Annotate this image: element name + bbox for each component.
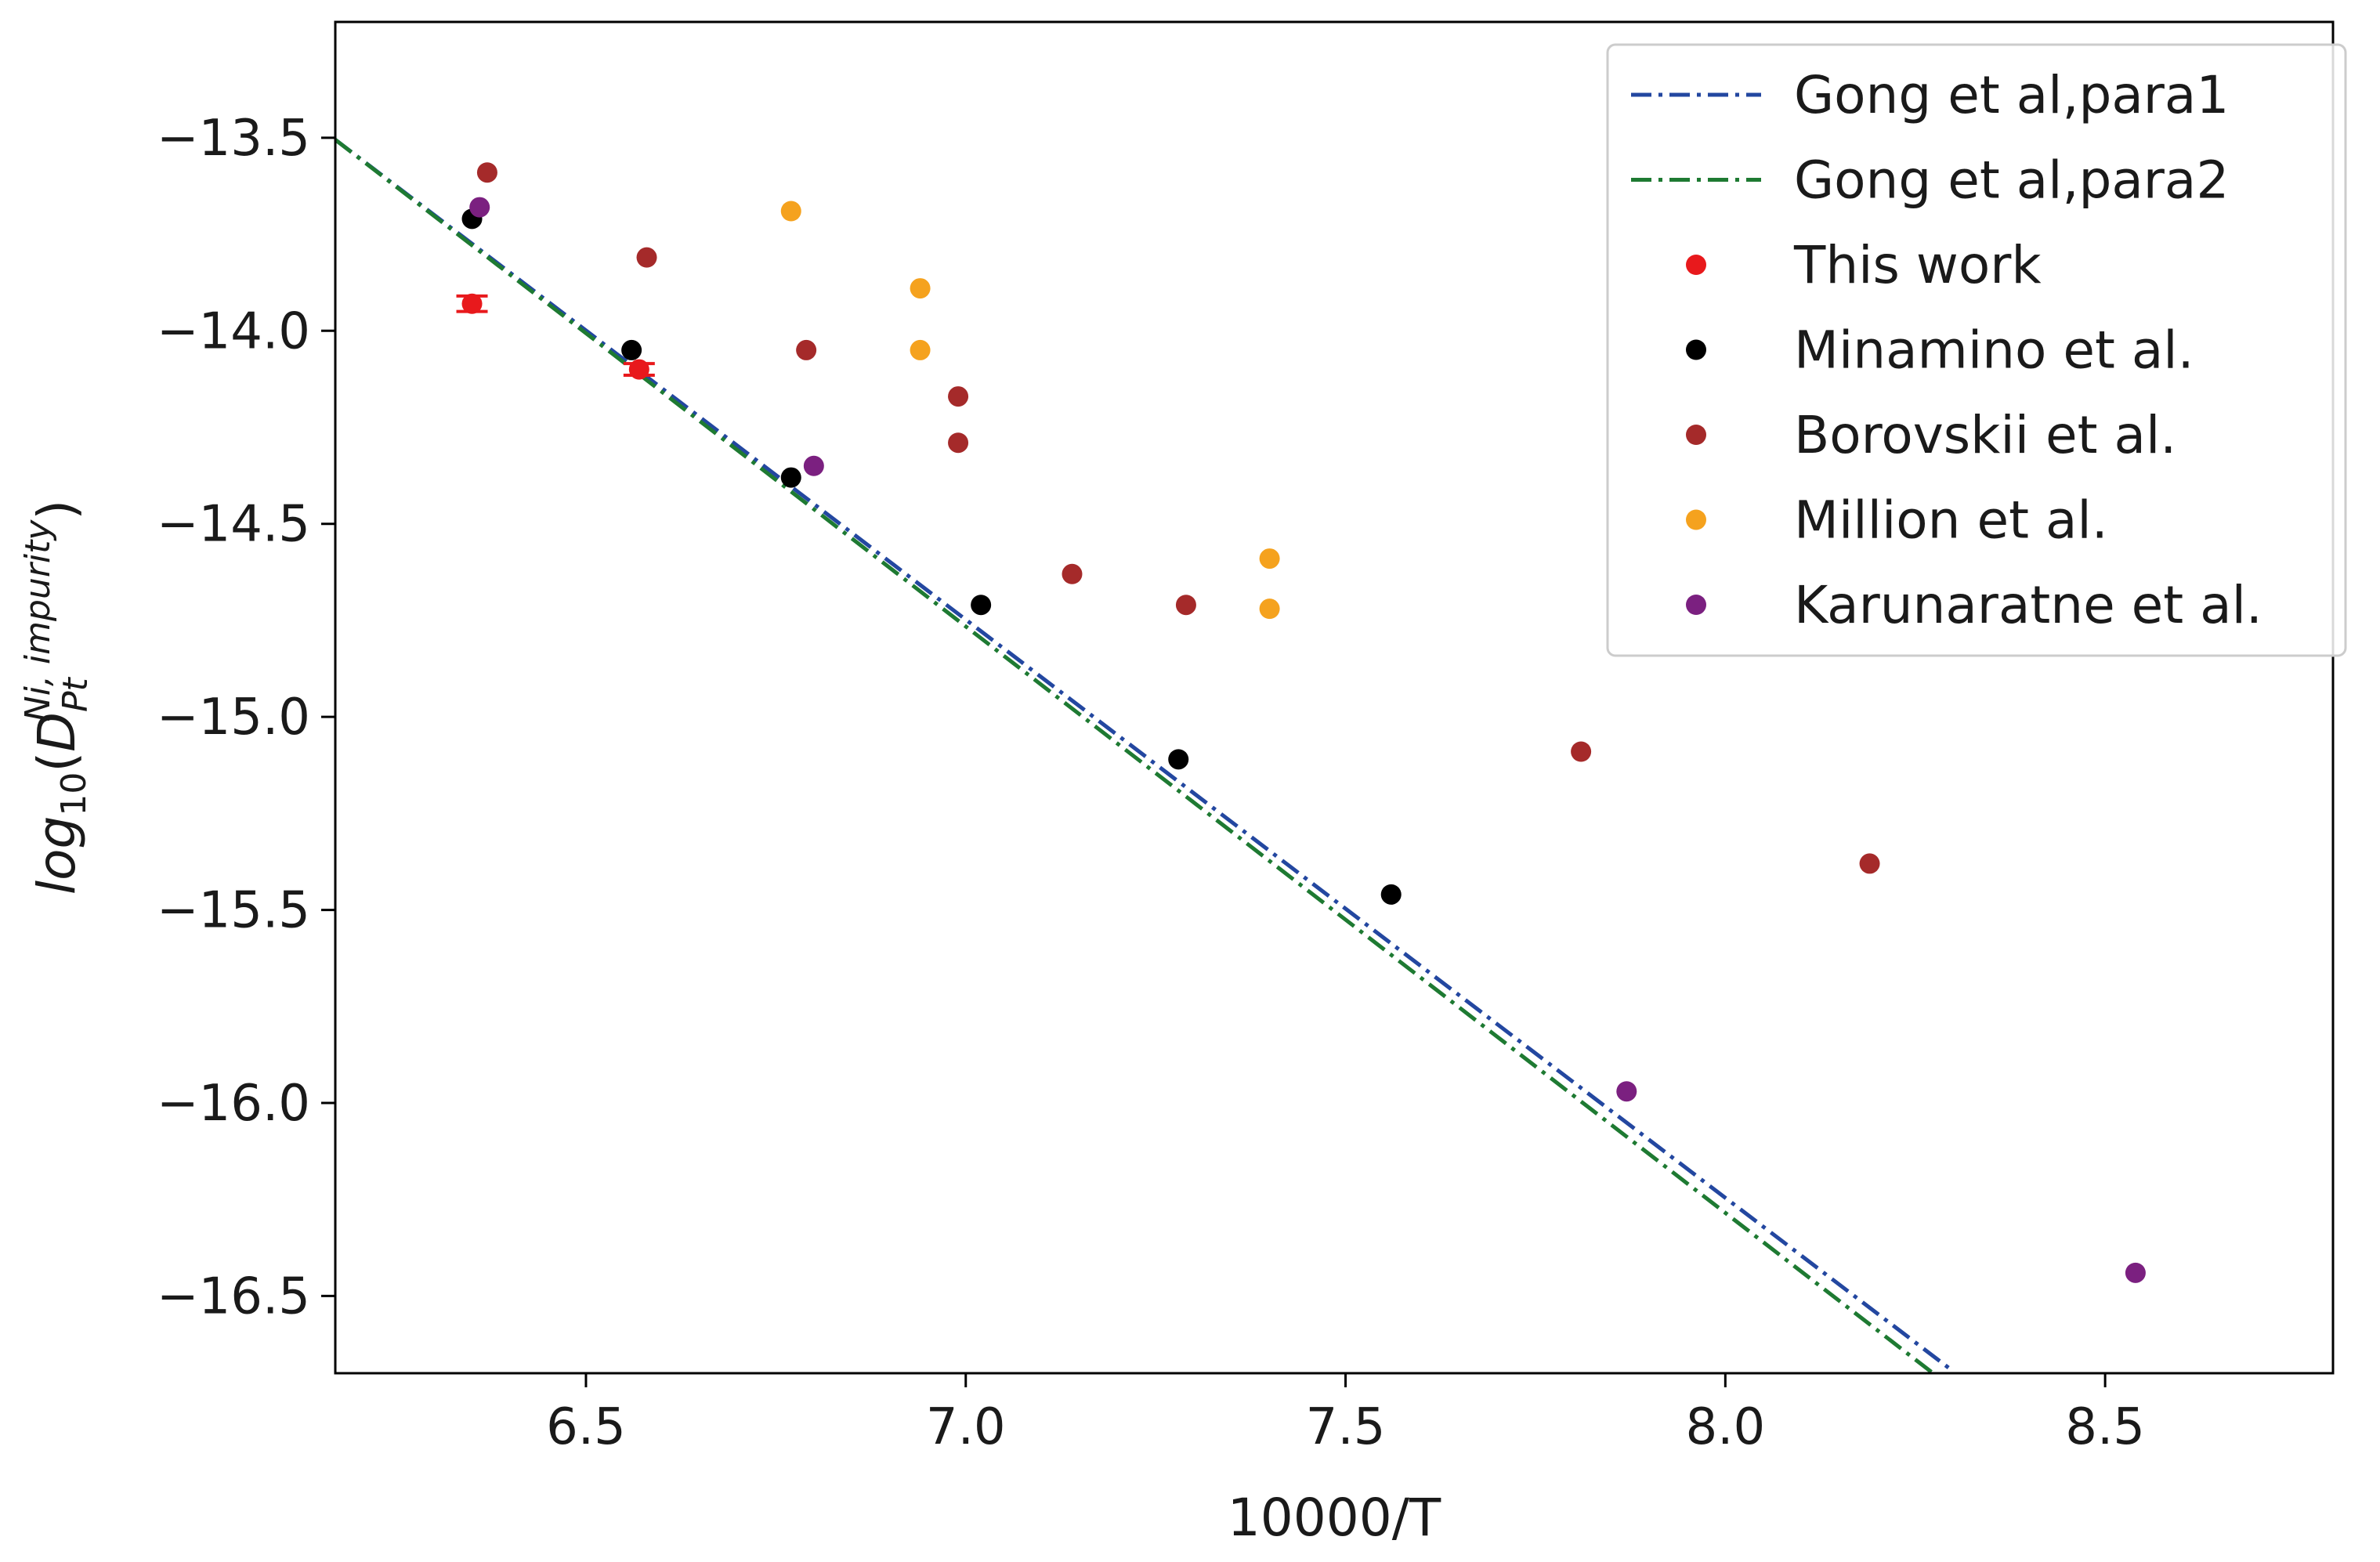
legend-marker-borovskii-et-al (1686, 425, 1706, 445)
borovskii-et-al-point (1062, 563, 1083, 584)
legend-label-this-work: This work (1793, 235, 2042, 295)
borovskii-et-al-point (948, 386, 969, 407)
legend-label-minamino-et-al: Minamino et al. (1794, 320, 2194, 381)
y-tick-label: −16.5 (157, 1267, 310, 1325)
karunaratne-et-al-point (1616, 1081, 1637, 1102)
legend-marker-million-et-al (1686, 509, 1706, 530)
minamino-et-al-point (971, 595, 992, 616)
y-tick-label: −15.5 (157, 882, 310, 940)
ticks-layer: 6.5 7.0 7.5 8.0 8.5 −13.5 −14.0 −14.5 −15.0 −15.5… (157, 110, 2145, 1456)
this-work-point (461, 293, 483, 314)
plot-frame (334, 20, 2335, 1375)
legend-marker-this-work (1686, 255, 1706, 275)
y-axis-label: log10(DPtNi, impurity) (18, 500, 96, 895)
y-tick-label: −14.0 (157, 302, 310, 360)
legend-box (1606, 43, 2347, 657)
x-tick-label: 7.5 (1306, 1398, 1386, 1456)
line-gong-et-al-para2 (335, 138, 1937, 1373)
legend-label-borovskii-et-al: Borovskii et al. (1794, 405, 2176, 465)
y-label-base: log (27, 816, 87, 895)
million-et-al-point (1259, 598, 1280, 620)
legend-marker-karunaratne-et-al (1686, 595, 1706, 615)
this-work-point (628, 359, 649, 380)
line-gong-et-al-para1 (335, 138, 1955, 1373)
legend-label-gong-et-al-para2: Gong et al,para2 (1794, 150, 2229, 211)
y-label-close: ) (27, 500, 87, 520)
x-tick-label: 7.0 (926, 1398, 1006, 1456)
borovskii-et-al-point (1571, 741, 1592, 762)
legend-marker-minamino-et-al (1686, 339, 1706, 360)
y-tick-label: −13.5 (157, 110, 310, 168)
million-et-al-point (910, 278, 931, 299)
legend-label-gong-et-al-para1: Gong et al,para1 (1794, 65, 2229, 125)
borovskii-et-al-point (476, 162, 497, 183)
data-layer (335, 138, 2146, 1373)
x-tick-label: 6.5 (546, 1398, 626, 1456)
minamino-et-al-point (780, 467, 801, 488)
karunaratne-et-al-point (803, 455, 824, 476)
x-axis-label: 10000/T (1228, 1488, 1441, 1548)
minamino-et-al-point (1380, 884, 1402, 905)
y-label-var-sup: Ni, impurity (18, 519, 58, 722)
borovskii-et-al-point (636, 247, 657, 268)
y-tick-label: −15.0 (157, 689, 310, 747)
borovskii-et-al-point (796, 339, 817, 360)
million-et-al-point (780, 201, 801, 222)
legend-label-karunaratne-et-al: Karunaratne et al. (1794, 575, 2262, 635)
x-tick-label: 8.5 (2065, 1398, 2145, 1456)
legend: Gong et al,para1 Gong et al,para2 This wor… (1606, 43, 2347, 657)
y-label-sub: 10 (54, 772, 94, 816)
y-label-open: ( (27, 752, 87, 772)
minamino-et-al-point (621, 339, 642, 360)
svg-text:log10(DPtNi, impurity): log10(DPtNi, impurity) (18, 500, 96, 895)
legend-items: Gong et al,para1 Gong et al,para2 This wor… (1631, 65, 2262, 635)
million-et-al-point (910, 339, 931, 360)
y-label-var-sub: Pt (56, 676, 96, 712)
legend-label-million-et-al: Million et al. (1794, 490, 2108, 551)
minamino-et-al-point (1168, 749, 1189, 770)
million-et-al-point (1259, 548, 1280, 569)
y-label-var: D (27, 712, 87, 752)
y-tick-label: −14.5 (157, 496, 310, 554)
x-tick-label: 8.0 (1685, 1398, 1765, 1456)
borovskii-et-al-point (1859, 853, 1880, 874)
borovskii-et-al-point (1175, 595, 1196, 616)
karunaratne-et-al-point (2125, 1262, 2146, 1283)
y-tick-label: −16.0 (157, 1075, 310, 1133)
karunaratne-et-al-point (469, 197, 490, 218)
borovskii-et-al-point (948, 432, 969, 454)
